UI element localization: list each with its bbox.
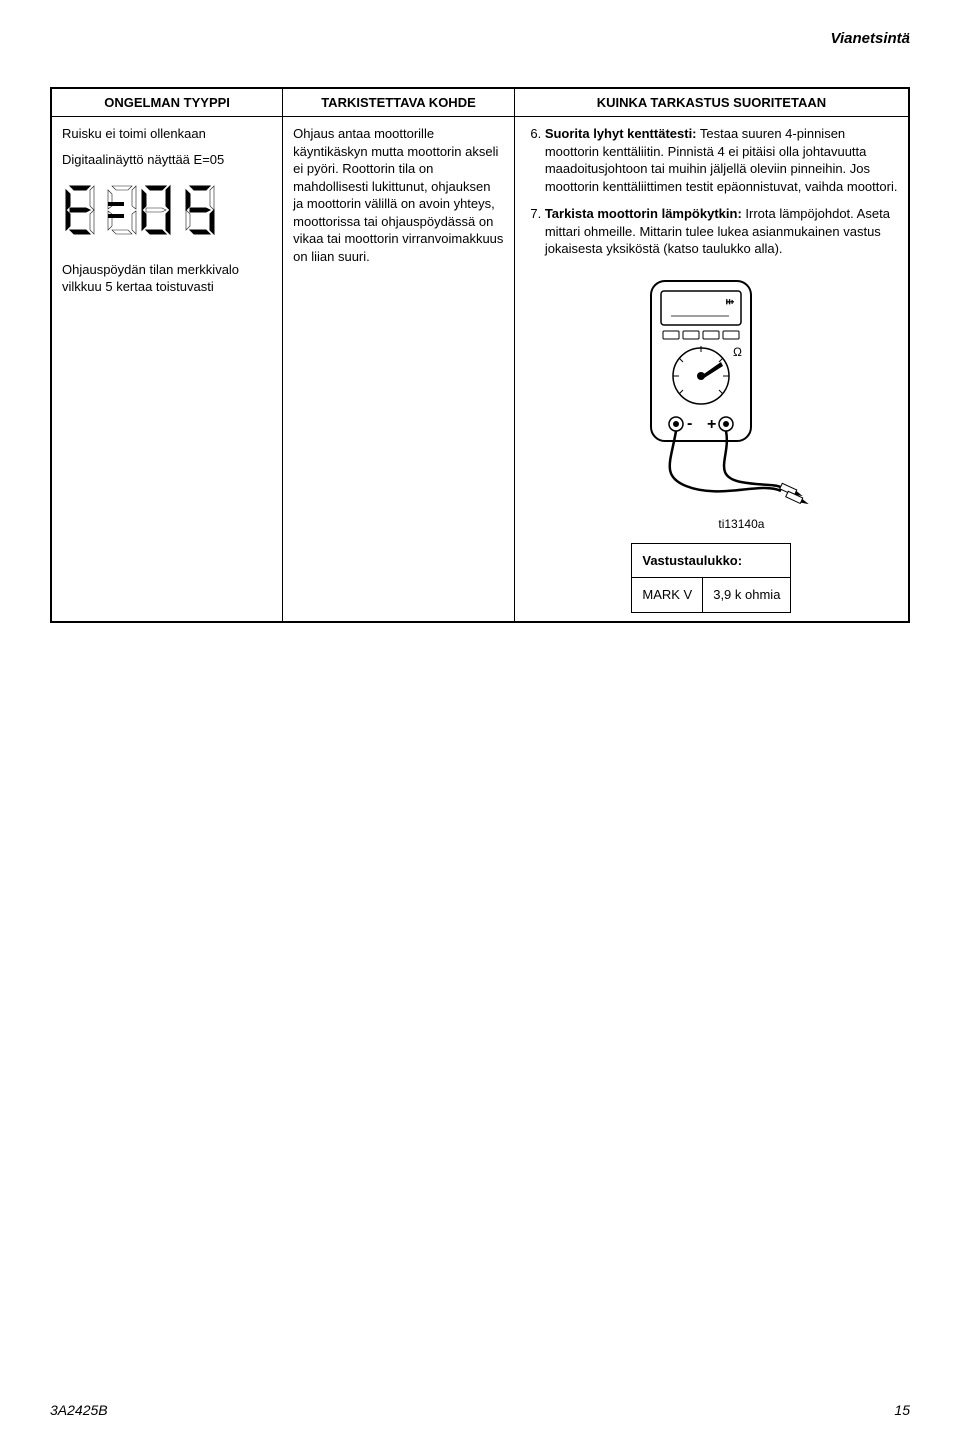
resistance-value: 3,9 k ohmia: [703, 578, 791, 613]
problem-line3: Ohjauspöydän tilan merkkivalo vilkkuu 5 …: [62, 261, 272, 296]
resistance-row: MARK V 3,9 k ohmia: [632, 578, 791, 613]
multimeter-figure: H+: [525, 276, 898, 533]
doc-id: 3A2425B: [50, 1402, 108, 1418]
problem-cell: Ruisku ei toimi ollenkaan Digitaalinäytt…: [51, 117, 283, 622]
section-header: Vianetsintä: [50, 30, 910, 47]
page-number: 15: [894, 1402, 910, 1418]
multimeter-icon: H+: [601, 276, 821, 506]
table-header-check: TARKISTETTAVA KOHDE: [283, 88, 515, 117]
minus-label: -: [687, 415, 692, 432]
step7-bold: Tarkista moottorin lämpökytkin:: [545, 206, 742, 221]
table-header-how: KUINKA TARKASTUS SUORITETAAN: [514, 88, 909, 117]
plus-label: +: [707, 416, 716, 433]
svg-text:Ω: Ω: [733, 345, 742, 359]
svg-text:H+: H+: [726, 300, 734, 306]
figure-label: ti13140a: [525, 516, 898, 532]
check-text: Ohjaus antaa moottorille käyntikäskyn mu…: [293, 126, 503, 264]
page: Vianetsintä ONGELMAN TYYPPI TARKISTETTAV…: [0, 0, 960, 1438]
problem-line2: Digitaalinäyttö näyttää E=05: [62, 151, 272, 169]
page-footer: 3A2425B 15: [50, 1402, 910, 1418]
step-7: Tarkista moottorin lämpökytkin: Irrota l…: [545, 205, 898, 258]
resistance-label: MARK V: [632, 578, 703, 613]
problem-line1: Ruisku ei toimi ollenkaan: [62, 125, 272, 143]
e05-icon: [62, 182, 252, 238]
resistance-table: Vastustaulukko: MARK V 3,9 k ohmia: [631, 543, 791, 613]
table-row: Ruisku ei toimi ollenkaan Digitaalinäytt…: [51, 117, 909, 622]
check-cell: Ohjaus antaa moottorille käyntikäskyn mu…: [283, 117, 515, 622]
troubleshooting-table: ONGELMAN TYYPPI TARKISTETTAVA KOHDE KUIN…: [50, 87, 910, 623]
resistance-title: Vastustaulukko:: [632, 543, 791, 578]
step6-bold: Suorita lyhyt kenttätesti:: [545, 126, 697, 141]
table-header-problem: ONGELMAN TYYPPI: [51, 88, 283, 117]
step-6: Suorita lyhyt kenttätesti: Testaa suuren…: [545, 125, 898, 195]
seven-segment-display: [62, 182, 272, 243]
how-cell: Suorita lyhyt kenttätesti: Testaa suuren…: [514, 117, 909, 622]
steps-list: Suorita lyhyt kenttätesti: Testaa suuren…: [525, 125, 898, 258]
